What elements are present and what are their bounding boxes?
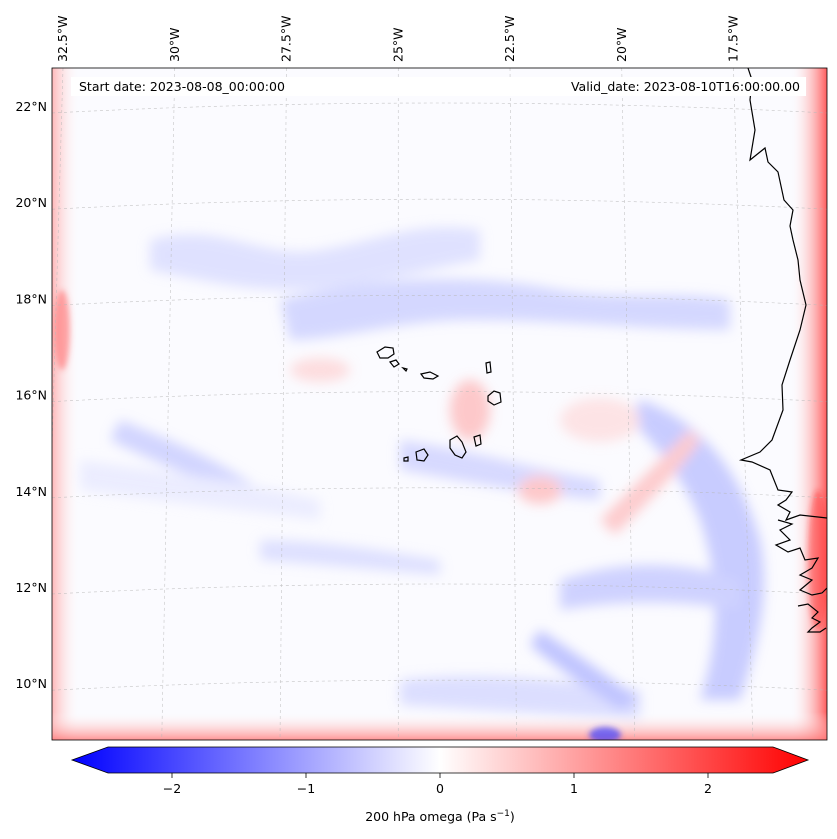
colorbar: −2 −1 0 1 2 200 hPa omega (Pa s−1)	[70, 746, 810, 824]
parallel-line	[52, 679, 827, 691]
island-santa-luzia	[401, 366, 408, 373]
latitude-label: 14°N	[15, 484, 47, 499]
longitude-label: 22.5°W	[502, 16, 517, 62]
latitude-label: 22°N	[15, 99, 47, 114]
longitude-label: 32.5°W	[55, 16, 70, 62]
parallel-line	[52, 102, 827, 114]
parallel-line	[52, 198, 827, 210]
latitude-label: 10°N	[15, 676, 47, 691]
map-frame	[51, 67, 828, 741]
parallel-line	[52, 391, 827, 402]
colorbar-gradient	[70, 746, 810, 774]
cape-verde-islands	[376, 346, 502, 462]
latitude-labels: 22°N 20°N 18°N 16°N 14°N 12°N 10°N	[15, 99, 47, 691]
colorbar-tick-label: −2	[163, 781, 181, 796]
longitude-label: 25°W	[390, 27, 405, 62]
longitude-label: 17.5°W	[726, 16, 741, 62]
start-date-label: Start date: 2023-08-08_00:00:00	[79, 79, 285, 94]
meridian-line	[733, 68, 754, 740]
longitude-label: 27.5°W	[279, 16, 294, 62]
island-fogo	[415, 448, 429, 462]
map-background	[52, 68, 827, 740]
parallel-line	[52, 295, 827, 306]
map-area	[52, 68, 827, 740]
latitude-label: 12°N	[15, 580, 47, 595]
parallel-line	[52, 487, 827, 499]
omega-field	[52, 68, 827, 740]
island-santiago	[449, 435, 467, 459]
island-maio	[473, 434, 482, 447]
meridian-line	[279, 68, 287, 740]
colorbar-tick-label: −1	[297, 781, 315, 796]
longitude-label: 30°W	[167, 27, 182, 62]
longitude-labels: 32.5°W 30°W 27.5°W 25°W 22.5°W 20°W 17.5°W	[55, 16, 741, 62]
island-brava	[403, 456, 409, 462]
latitude-label: 18°N	[15, 291, 47, 306]
meridian-line	[621, 68, 636, 740]
graticule-gridlines	[52, 68, 827, 740]
island-sao-nicolau	[419, 371, 440, 380]
colorbar-ticks: −2 −1 0 1 2	[163, 773, 712, 796]
latitude-label: 16°N	[15, 388, 47, 403]
meridian-line	[161, 68, 176, 740]
meridian-line	[509, 68, 517, 740]
island-santo-antao	[376, 346, 395, 359]
coastline-west-africa	[738, 68, 827, 633]
colorbar-tick-label: 2	[704, 781, 712, 796]
meridian-line	[52, 68, 64, 458]
island-sao-vicente	[388, 359, 400, 368]
longitude-label: 20°W	[614, 27, 629, 62]
valid-date-label: Valid_date: 2023-08-10T16:00:00.00	[571, 79, 800, 94]
latitude-label: 20°N	[15, 195, 47, 210]
parallel-line	[52, 583, 827, 595]
colorbar-title: 200 hPa omega (Pa s−1)	[365, 809, 515, 824]
island-sal	[485, 361, 492, 374]
colorbar-tick-label: 0	[436, 781, 444, 796]
colorbar-tick-label: 1	[570, 781, 578, 796]
island-boa-vista	[487, 390, 502, 406]
header-bar	[71, 77, 806, 96]
